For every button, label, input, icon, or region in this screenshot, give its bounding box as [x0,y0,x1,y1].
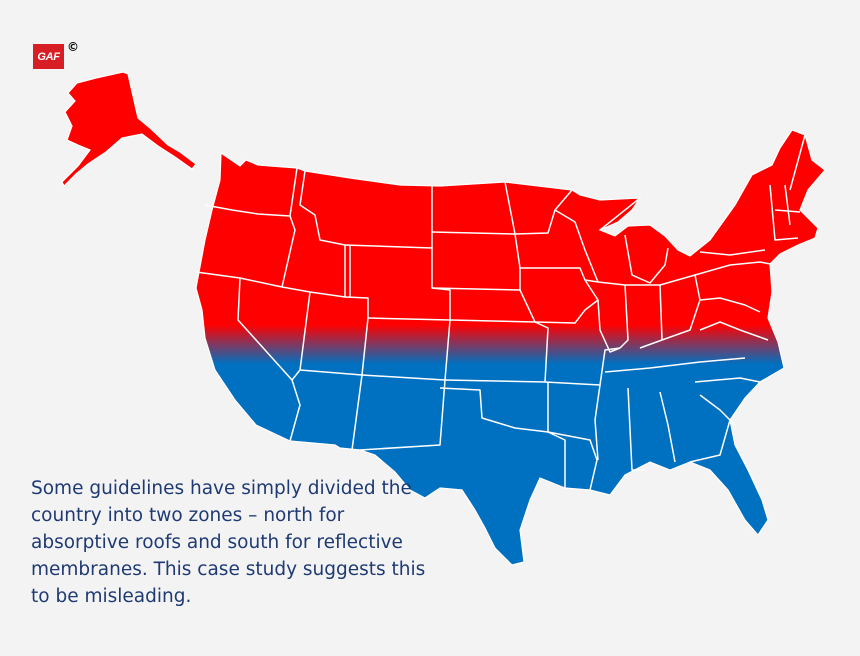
caption-text: Some guidelines have simply divided the … [31,478,426,607]
alaska-shape [61,71,197,188]
state-borders [195,134,806,491]
copyright-symbol: © [67,40,79,54]
contiguous-us-shape [195,129,826,566]
gaf-logo: GAF [33,44,64,69]
